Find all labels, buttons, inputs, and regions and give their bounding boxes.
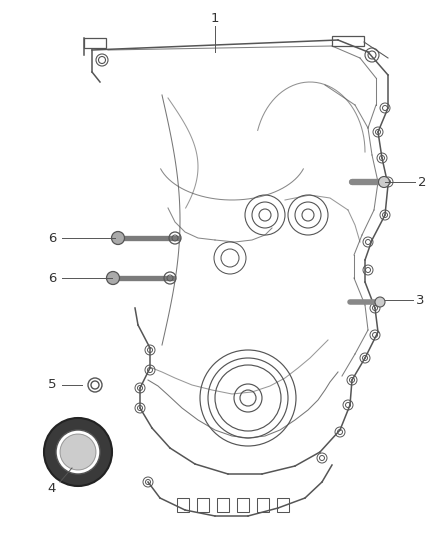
Text: 6: 6 xyxy=(48,231,56,245)
Circle shape xyxy=(56,430,100,474)
Bar xyxy=(332,36,364,46)
Bar xyxy=(217,498,229,512)
Text: 1: 1 xyxy=(211,12,219,25)
Bar xyxy=(177,498,189,512)
Bar xyxy=(197,498,209,512)
Circle shape xyxy=(106,271,120,285)
Bar xyxy=(257,498,269,512)
Bar xyxy=(237,498,249,512)
Text: 4: 4 xyxy=(48,481,56,495)
Text: 6: 6 xyxy=(48,271,56,285)
Circle shape xyxy=(378,176,389,188)
Circle shape xyxy=(60,434,96,470)
Circle shape xyxy=(44,418,112,486)
Text: 2: 2 xyxy=(418,175,426,189)
Circle shape xyxy=(375,297,385,307)
Text: 5: 5 xyxy=(48,378,56,392)
Circle shape xyxy=(112,231,124,245)
Bar xyxy=(84,38,106,48)
Text: 3: 3 xyxy=(416,294,424,306)
Bar xyxy=(277,498,289,512)
